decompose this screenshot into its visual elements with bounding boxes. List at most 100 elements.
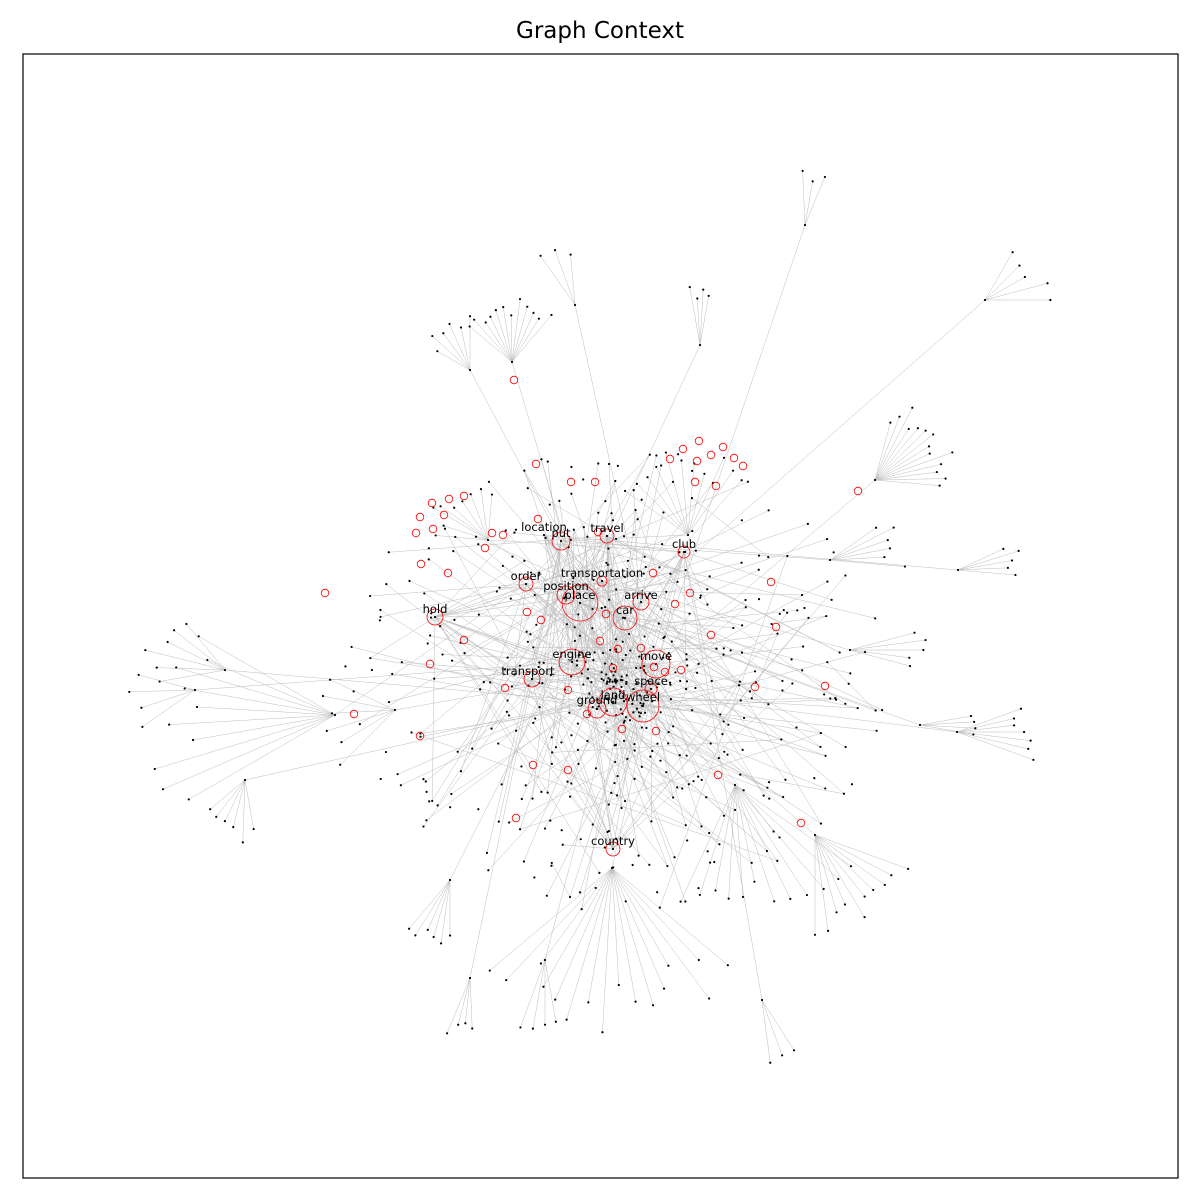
graph-edge xyxy=(665,452,689,536)
graph-node xyxy=(710,679,713,683)
graph-edge xyxy=(543,867,613,987)
node-label-put: put xyxy=(551,526,571,540)
graph-node xyxy=(667,651,670,655)
graph-edge xyxy=(341,709,396,743)
graph-node xyxy=(622,700,626,703)
graph-node xyxy=(457,1023,460,1026)
graph-node xyxy=(330,712,334,715)
graph-node xyxy=(1018,264,1021,267)
graph-edge xyxy=(434,616,650,865)
graph-node xyxy=(565,623,569,626)
graph-node xyxy=(384,750,388,754)
graph-edge xyxy=(502,307,513,363)
graph-node xyxy=(709,742,712,745)
graph-edge xyxy=(528,602,581,686)
graph-node xyxy=(612,866,615,869)
graph-edge xyxy=(426,683,607,821)
highlight-node xyxy=(685,588,695,598)
graph-node xyxy=(883,556,886,559)
graph-node xyxy=(153,767,156,771)
highlight-node xyxy=(511,813,521,823)
graph-node xyxy=(350,645,353,649)
graph-node xyxy=(609,648,612,652)
highlight-layer xyxy=(320,375,863,857)
graph-node xyxy=(524,784,527,787)
graph-node xyxy=(426,928,429,932)
graph-edge xyxy=(186,623,226,671)
graph-edge xyxy=(424,593,551,676)
graph-node xyxy=(453,506,456,509)
graph-node xyxy=(161,788,165,791)
graph-edge xyxy=(814,834,885,886)
node-label-engine: engine xyxy=(552,647,591,661)
graph-node xyxy=(453,618,456,621)
graph-edge xyxy=(543,534,783,682)
graph-node xyxy=(671,480,675,483)
graph-node xyxy=(614,537,618,540)
graph-edge xyxy=(173,630,226,671)
graph-node xyxy=(568,795,572,798)
graph-node xyxy=(554,998,557,1001)
graph-edge xyxy=(761,999,795,1051)
graph-node xyxy=(408,579,411,583)
graph-node xyxy=(489,681,492,684)
graph-node xyxy=(769,1061,772,1064)
graph-edge xyxy=(224,779,246,822)
graph-edge xyxy=(579,344,701,604)
graph-edge xyxy=(571,529,575,663)
graph-node xyxy=(632,711,635,714)
graph-node xyxy=(509,597,512,600)
hub-node-put xyxy=(559,539,563,543)
graph-node xyxy=(635,682,638,685)
graph-node xyxy=(695,671,699,674)
hub-ring-move xyxy=(641,649,671,679)
graph-node xyxy=(726,753,729,756)
graph-node xyxy=(1011,251,1014,254)
graph-node xyxy=(185,622,188,626)
graph-node xyxy=(680,459,683,462)
highlight-node xyxy=(563,685,573,695)
graph-node xyxy=(604,500,607,503)
graph-edge xyxy=(437,350,471,371)
graph-node xyxy=(140,706,143,709)
plot-frame xyxy=(22,53,1179,1179)
highlight-node xyxy=(766,577,776,587)
graph-edge xyxy=(449,580,603,881)
graph-node xyxy=(252,827,255,831)
graph-node xyxy=(607,598,611,601)
cluster-hub-node xyxy=(486,538,490,542)
graph-edge xyxy=(956,725,1015,733)
graph-node xyxy=(623,575,627,579)
graph-node xyxy=(606,680,609,683)
graph-node xyxy=(206,658,209,662)
graph-edge xyxy=(919,724,976,729)
graph-node xyxy=(791,682,794,685)
graph-node xyxy=(711,481,714,485)
graph-edge xyxy=(681,460,689,536)
graph-edge xyxy=(683,510,769,553)
graph-node xyxy=(610,791,613,794)
graph-node xyxy=(379,615,382,619)
graph-node xyxy=(819,745,822,749)
graph-node xyxy=(657,682,660,685)
graph-node xyxy=(223,820,227,823)
graph-node xyxy=(432,935,435,939)
graph-edge xyxy=(601,580,610,682)
graph-edge xyxy=(849,639,926,651)
graph-node xyxy=(436,350,439,353)
graph-node xyxy=(631,863,634,867)
graph-node xyxy=(519,1026,522,1029)
graph-edge xyxy=(874,407,913,481)
graph-node xyxy=(600,606,603,610)
highlight-node xyxy=(636,643,646,653)
graph-node xyxy=(843,903,847,906)
graph-node xyxy=(741,748,744,751)
graph-edge xyxy=(589,639,617,694)
graph-node xyxy=(442,332,445,335)
graph-edge xyxy=(460,327,471,371)
graph-edge xyxy=(606,535,702,827)
highlight-node xyxy=(563,765,573,775)
graph-node xyxy=(740,561,743,564)
